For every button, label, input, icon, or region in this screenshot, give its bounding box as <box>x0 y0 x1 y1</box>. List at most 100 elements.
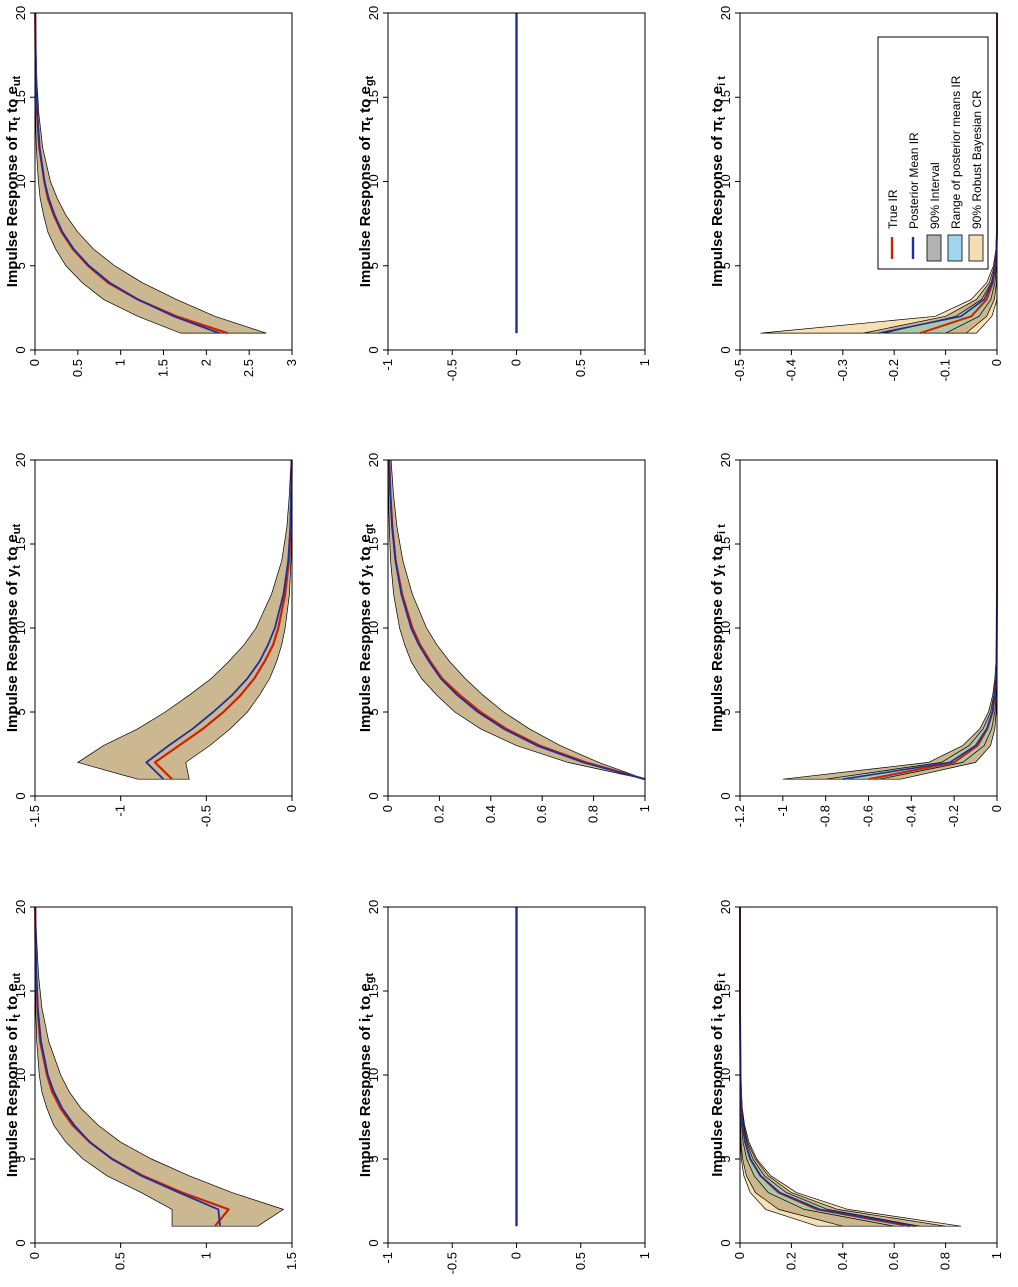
title-shock-sub: i t <box>716 973 728 983</box>
title-prefix: Impulse Response of <box>4 577 21 732</box>
title-variable-sub: t <box>364 117 376 121</box>
band-robust_cr-7-0 <box>739 907 962 1227</box>
x-tick-label: 0 <box>13 1239 28 1246</box>
y-tick-label: 1 <box>637 1252 652 1259</box>
x-tick-label: 20 <box>366 900 381 914</box>
x-tick-label: 15 <box>366 90 381 104</box>
x-tick-label: 10 <box>13 174 28 188</box>
title-shock: e <box>4 86 21 94</box>
panel-title: Impulse Response of it to ei t <box>709 973 728 1177</box>
title-mid: to <box>709 94 726 117</box>
x-tick-label: 10 <box>366 174 381 188</box>
x-tick-label: 10 <box>366 1068 381 1082</box>
title-shock: e <box>709 983 726 991</box>
chart-panel-9: 0 5 10 15 20 -0.5 -0.4 -0.3 -0.2 -0.1 0 Impulse Res… <box>709 6 1004 382</box>
y-tick-label: 1.5 <box>284 1252 299 1270</box>
legend-swatch-patch <box>968 234 984 262</box>
title-shock-sub: ut <box>11 973 23 984</box>
y-tick-label: 1 <box>637 805 652 812</box>
legend-swatch-patch <box>947 234 963 262</box>
title-prefix: Impulse Response of <box>709 577 726 732</box>
chart-panel-8: 0 5 10 15 20 -1.2 -1 -0.8 -0.6 -0.4 -0.2 0 Impulse R… <box>709 453 1004 828</box>
y-tick-label: -1 <box>380 1252 395 1264</box>
panel-title: Impulse Response of it to egt <box>357 973 376 1177</box>
x-tick-label: 10 <box>13 621 28 635</box>
title-variable: i <box>357 1018 374 1022</box>
title-variable: y <box>709 568 726 577</box>
legend-entry-label: Posterior Mean IR <box>907 132 921 229</box>
title-mid: to <box>357 95 374 118</box>
y-tick-label: 0.4 <box>835 1252 850 1270</box>
x-tick-label: 15 <box>366 537 381 551</box>
title-variable-sub: t <box>716 116 728 120</box>
axes-frame <box>739 459 998 797</box>
x-tick-label: 0 <box>13 346 28 353</box>
chart-panel-3: 0 5 10 15 20 0 0.5 1 1.5 2 2.5 3 Impulse Response of… <box>4 6 299 377</box>
x-tick-label: 15 <box>13 537 28 551</box>
x-tick-label: 15 <box>718 537 733 551</box>
y-tick-label: 0 <box>27 359 42 366</box>
title-variable-sub: t <box>11 565 23 569</box>
y-tick-label: 0.8 <box>586 805 601 823</box>
y-tick-label: 1.5 <box>156 359 171 377</box>
x-tick-label: 5 <box>13 708 28 715</box>
title-variable: i <box>709 1018 726 1022</box>
x-tick-label: 0 <box>718 1239 733 1246</box>
title-mid: to <box>4 543 21 566</box>
title-variable-sub: t <box>11 117 23 121</box>
y-tick-label: -1 <box>113 805 128 817</box>
title-prefix: Impulse Response of <box>4 132 21 287</box>
title-variable: i <box>4 1018 21 1022</box>
x-tick-label: 15 <box>366 984 381 998</box>
chart-panel-4: 0 5 10 15 20 -1 -0.5 0 0.5 1 Impulse Response of i… <box>357 900 652 1275</box>
y-tick-label: -0.6 <box>861 805 876 827</box>
x-tick-label: 15 <box>13 90 28 104</box>
x-tick-label: 20 <box>13 6 28 20</box>
legend-entry-label: 90% Interval <box>928 162 942 229</box>
y-tick-label: 0.8 <box>938 1252 953 1270</box>
legend-entry-label: Range of posterior means IR <box>949 75 963 229</box>
title-prefix: Impulse Response of <box>357 577 374 732</box>
x-tick-label: 0 <box>718 346 733 353</box>
chart-panel-1: 0 5 10 15 20 0 0.5 1 1.5 Impulse Response of it t… <box>4 900 299 1270</box>
y-tick-label: -1 <box>380 359 395 371</box>
title-variable: y <box>357 568 374 577</box>
title-shock-sub: ut <box>11 524 23 535</box>
chart-panel-5: 0 5 10 15 20 0 0.2 0.4 0.6 0.8 1 Impulse Response o… <box>357 453 652 823</box>
band-band_small-7-2 <box>739 907 920 1227</box>
y-tick-label: -0.8 <box>818 805 833 827</box>
x-tick-label: 20 <box>718 6 733 20</box>
y-tick-label: -0.5 <box>198 805 213 827</box>
title-prefix: Impulse Response of <box>709 132 726 287</box>
y-tick-label: 0 <box>989 805 1004 812</box>
title-shock-sub: ut <box>11 75 23 86</box>
title-shock-sub: gt <box>364 973 376 984</box>
x-tick-label: 10 <box>366 621 381 635</box>
title-shock: e <box>4 983 21 991</box>
title-shock: e <box>357 86 374 94</box>
title-variable: π <box>709 120 726 132</box>
x-tick-label: 0 <box>366 792 381 799</box>
band-band_overlap-7-1 <box>739 907 946 1227</box>
title-mid: to <box>709 991 726 1014</box>
title-shock-sub: i t <box>716 76 728 86</box>
panel-title: Impulse Response of yt to egt <box>357 524 376 733</box>
series-line-posterior_mean-8 <box>842 460 998 780</box>
y-tick-label: 2 <box>198 359 213 366</box>
y-tick-label: -0.4 <box>783 359 798 381</box>
x-tick-label: 5 <box>718 262 733 269</box>
panel-title: Impulse Response of yt to ei t <box>709 524 728 732</box>
y-tick-label: 0.6 <box>534 805 549 823</box>
title-shock: e <box>4 534 21 542</box>
y-tick-label: 0 <box>284 805 299 812</box>
title-shock: e <box>709 86 726 94</box>
chart-panel-6: 0 5 10 15 20 -1 -0.5 0 0.5 1 Impulse Response of π… <box>357 6 652 382</box>
title-mid: to <box>357 992 374 1015</box>
y-tick-label: -0.5 <box>732 359 747 381</box>
x-tick-label: 10 <box>13 1068 28 1082</box>
band-band_overlap-1-0 <box>34 906 285 1227</box>
title-variable-sub: t <box>716 564 728 568</box>
x-tick-label: 20 <box>366 6 381 20</box>
title-variable-sub: t <box>364 1014 376 1018</box>
title-shock: e <box>709 534 726 542</box>
